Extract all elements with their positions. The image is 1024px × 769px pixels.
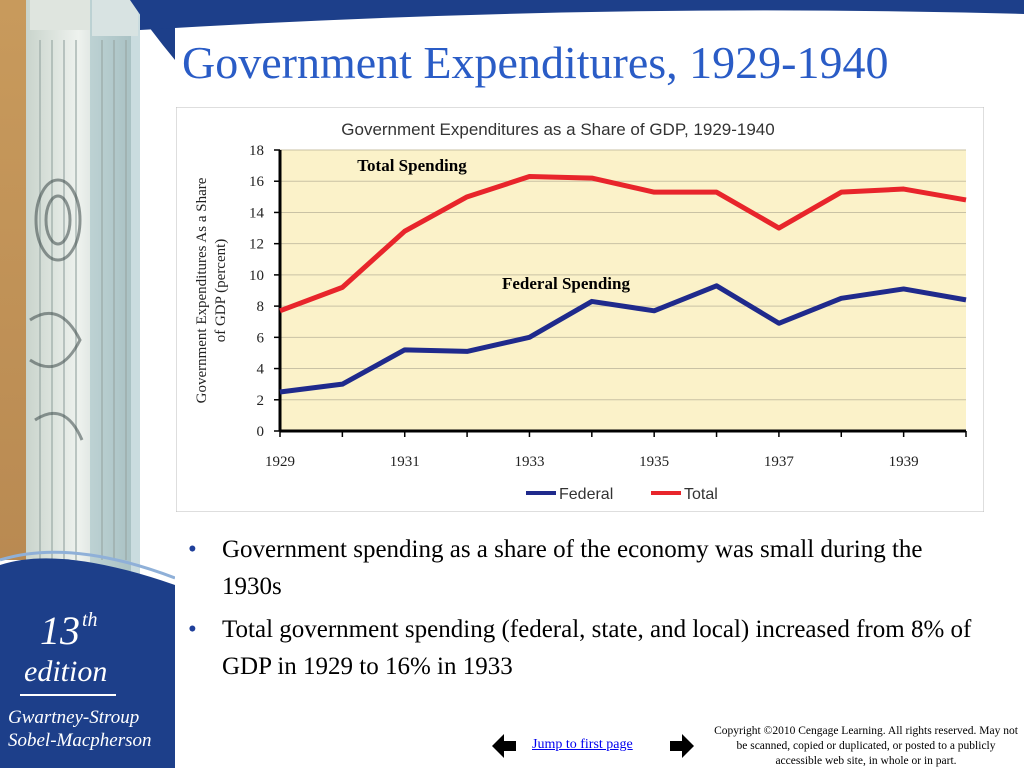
- y-axis-label: Government Expenditures As a Share of GDP…: [194, 177, 229, 403]
- axes: [278, 150, 966, 433]
- bullet-text: Total government spending (federal, stat…: [222, 616, 972, 680]
- x-tick-labels: 1929 1931 1933 1935 1937 1939: [265, 431, 967, 470]
- annotation-federal-spending: Federal Spending: [502, 274, 630, 293]
- y-tick-label: 4: [257, 362, 265, 378]
- edition-label: edition: [24, 655, 108, 688]
- x-tick-label: 1935: [639, 454, 669, 470]
- footer-navigation: Jump to first page: [492, 734, 697, 758]
- annotation-total-spending: Total Spending: [357, 156, 467, 175]
- plot-area: [280, 150, 966, 431]
- bullet-dot-icon: •: [188, 616, 197, 643]
- y-tick-label: 10: [249, 268, 264, 284]
- y-tick-label: 8: [257, 299, 265, 315]
- y-tick-label: 2: [257, 393, 265, 409]
- jump-to-first-page-link[interactable]: Jump to first page: [532, 737, 633, 752]
- x-tick-label: 1931: [390, 454, 420, 470]
- header-band: [140, 0, 1024, 30]
- authors: Gwartney-Stroup Sobel-Macpherson: [8, 706, 152, 752]
- legend-label-total: Total: [684, 486, 718, 503]
- series-lines: [279, 174, 967, 395]
- x-tick-label: 1939: [889, 454, 919, 470]
- chart-title: Government Expenditures as a Share of GD…: [341, 120, 774, 139]
- chart-legend: Federal Total: [526, 486, 718, 503]
- y-tick-labels: 0 2 4 6 8 10 12 14 16 18: [249, 143, 280, 440]
- column-artwork-icon: [0, 0, 175, 768]
- expenditures-chart: Government Expenditures as a Share of GD…: [176, 107, 984, 512]
- series-line-total: [279, 174, 967, 314]
- legend-label-federal: Federal: [559, 486, 613, 503]
- y-tick-label: 6: [257, 330, 265, 346]
- slide-title: Government Expenditures, 1929-1940: [182, 37, 889, 88]
- authors-line-2: Sobel-Macpherson: [8, 730, 152, 751]
- x-tick-label: 1937: [764, 454, 795, 470]
- next-arrow-icon[interactable]: [670, 734, 694, 758]
- y-tick-label: 0: [257, 424, 265, 440]
- y-tick-label: 12: [249, 237, 264, 253]
- bullet-item: • Government spending as a share of the e…: [182, 531, 982, 605]
- copyright-notice: Copyright ©2010 Cengage Learning. All ri…: [714, 725, 1018, 767]
- bullet-list: • Government spending as a share of the e…: [182, 531, 982, 691]
- bullet-text: Government spending as a share of the ec…: [222, 536, 923, 600]
- edition-suffix: th: [82, 609, 98, 631]
- y-tick-label: 16: [249, 174, 265, 190]
- y-tick-label: 18: [249, 143, 264, 159]
- edition-divider: [20, 694, 116, 696]
- authors-line-1: Gwartney-Stroup: [8, 707, 140, 728]
- x-tick-label: 1929: [265, 454, 295, 470]
- series-line-federal: [279, 283, 967, 395]
- y-tick-label: 14: [249, 205, 265, 221]
- x-tick-label: 1933: [514, 454, 544, 470]
- previous-arrow-icon[interactable]: [492, 734, 516, 758]
- bullet-item: • Total government spending (federal, sta…: [182, 611, 982, 685]
- bullet-dot-icon: •: [188, 536, 197, 563]
